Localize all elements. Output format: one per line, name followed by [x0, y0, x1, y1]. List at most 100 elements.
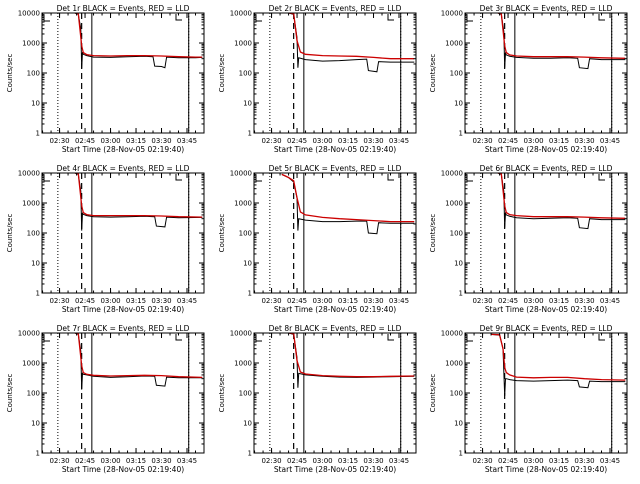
- chart-5-series-events: [281, 173, 415, 235]
- chart-8-title: Det 8r BLACK = Events, RED = LLD: [269, 324, 402, 333]
- chart-6-ylabel: Counts/sec: [429, 214, 437, 253]
- chart-8-ytick-label: 10000: [230, 330, 252, 338]
- chart-6-ytick-label: 1000: [445, 200, 463, 208]
- chart-4-xtick-label: 02:30: [49, 297, 69, 305]
- chart-7-xlabel: Start Time (28-Nov-05 02:19:40): [62, 465, 184, 474]
- chart-9-ytick-label: 100: [450, 390, 463, 398]
- chart-8-frame: [253, 332, 417, 454]
- chart-9-title: Det 9r BLACK = Events, RED = LLD: [480, 324, 613, 333]
- chart-5-xtick-label: 02:30: [261, 297, 281, 305]
- chart-3-series-lld: [497, 13, 626, 59]
- chart-4-ytick-label: 100: [27, 230, 40, 238]
- chart-7-ytick-label: 1: [36, 450, 40, 458]
- chart-2-ytick-label: 10000: [230, 10, 252, 18]
- chart-5-corner-mark-right: [387, 174, 394, 181]
- chart-6-corner-mark-right: [598, 174, 605, 181]
- chart-4-corner-mark: [43, 175, 50, 182]
- chart-3-xtick-label: 03:00: [523, 137, 543, 145]
- chart-8-corner-mark-right: [387, 334, 394, 341]
- chart-2-xtick-label: 02:45: [287, 137, 307, 145]
- chart-1-series-events: [74, 13, 203, 69]
- chart-3-frame: [464, 12, 628, 134]
- chart-4-xlabel: Start Time (28-Nov-05 02:19:40): [62, 305, 184, 314]
- chart-4-xtick-label: 03:30: [151, 297, 171, 305]
- chart-2-series-events: [288, 13, 415, 73]
- chart-6-series-events: [497, 173, 626, 230]
- chart-9-xlabel: Start Time (28-Nov-05 02:19:40): [485, 465, 607, 474]
- chart-4-panel: 1 10 100 1000 10000 02:30 02:45 03:00 03:15 03:30…: [6, 164, 205, 314]
- chart-2-xtick-label: 03:45: [389, 137, 409, 145]
- chart-6-title: Det 6r BLACK = Events, RED = LLD: [480, 164, 613, 173]
- chart-8-ytick-label: 1: [248, 450, 252, 458]
- chart-1-xtick-label: 02:30: [49, 137, 69, 145]
- chart-6-xtick-label: 02:45: [498, 297, 518, 305]
- chart-1-xtick-label: 03:00: [100, 137, 120, 145]
- chart-7-title: Det 7r BLACK = Events, RED = LLD: [57, 324, 190, 333]
- chart-3-series-events: [497, 13, 626, 70]
- chart-4-series-lld: [74, 173, 203, 218]
- chart-7-series-events: [74, 333, 203, 390]
- chart-5-ylabel: Counts/sec: [218, 214, 226, 253]
- chart-4-xtick-label: 03:15: [126, 297, 146, 305]
- chart-8-ytick-label: 1000: [234, 360, 252, 368]
- chart-2-panel: 1 10 100 1000 10000 02:30 02:45 03:00 03:15 03:30…: [218, 4, 417, 154]
- chart-1-xtick-label: 03:30: [151, 137, 171, 145]
- chart-7-xtick-label: 02:30: [49, 457, 69, 465]
- chart-7-xtick-label: 02:45: [75, 457, 95, 465]
- chart-2-xlabel: Start Time (28-Nov-05 02:19:40): [274, 145, 396, 154]
- chart-9-frame: [464, 332, 628, 454]
- chart-4-title: Det 4r BLACK = Events, RED = LLD: [57, 164, 190, 173]
- chart-5-xtick-label: 03:00: [312, 297, 332, 305]
- chart-6-xtick-label: 03:00: [523, 297, 543, 305]
- chart-2-corner-mark: [255, 15, 262, 22]
- chart-8-xtick-label: 03:00: [312, 457, 332, 465]
- chart-3-ytick-label: 10: [454, 100, 463, 108]
- chart-8-corner-mark: [255, 335, 262, 342]
- chart-1-title: Det 1r BLACK = Events, RED = LLD: [57, 4, 190, 13]
- chart-6-ytick-label: 10000: [441, 170, 463, 178]
- chart-2-xtick-label: 02:30: [261, 137, 281, 145]
- chart-9-ytick-label: 10000: [441, 330, 463, 338]
- chart-2-xtick-label: 03:30: [363, 137, 383, 145]
- chart-9-xtick-label: 02:45: [498, 457, 518, 465]
- chart-4-ytick-label: 1000: [22, 200, 40, 208]
- chart-1-xlabel: Start Time (28-Nov-05 02:19:40): [62, 145, 184, 154]
- chart-9-panel: 1 10 100 1000 10000 02:30 02:45 03:00 03:15 03:30…: [429, 324, 628, 474]
- chart-1-corner-mark: [43, 15, 50, 22]
- chart-7-ytick-label: 100: [27, 390, 40, 398]
- chart-2-ytick-label: 1: [248, 130, 252, 138]
- chart-6-ytick-label: 10: [454, 260, 463, 268]
- chart-3-xtick-label: 02:45: [498, 137, 518, 145]
- chart-5-ytick-label: 100: [239, 230, 252, 238]
- chart-8-xtick-label: 03:30: [363, 457, 383, 465]
- chart-5-ytick-label: 10: [243, 260, 252, 268]
- chart-8-ytick-label: 100: [239, 390, 252, 398]
- chart-3-xlabel: Start Time (28-Nov-05 02:19:40): [485, 145, 607, 154]
- chart-1-ytick-label: 10000: [18, 10, 40, 18]
- chart-4-ytick-label: 1: [36, 290, 40, 298]
- chart-8-ytick-label: 10: [243, 420, 252, 428]
- chart-3-ytick-label: 1: [459, 130, 463, 138]
- chart-6-ytick-label: 1: [459, 290, 463, 298]
- chart-8-xtick-label: 02:45: [287, 457, 307, 465]
- chart-5-ytick-label: 1000: [234, 200, 252, 208]
- chart-4-xtick-label: 03:45: [177, 297, 197, 305]
- chart-6-frame: [464, 172, 628, 294]
- chart-4-xtick-label: 02:45: [75, 297, 95, 305]
- chart-6-xtick-label: 03:15: [549, 297, 569, 305]
- chart-1-ytick-label: 10: [31, 100, 40, 108]
- chart-2-frame: [253, 12, 417, 134]
- chart-5-xtick-label: 03:15: [338, 297, 358, 305]
- chart-3-ytick-label: 1000: [445, 40, 463, 48]
- chart-3-ytick-label: 10000: [441, 10, 463, 18]
- chart-3-xtick-label: 03:45: [600, 137, 620, 145]
- chart-3-ytick-label: 100: [450, 70, 463, 78]
- chart-5-ytick-label: 10000: [230, 170, 252, 178]
- chart-6-corner-mark: [466, 175, 473, 182]
- chart-4-series-events: [74, 173, 203, 231]
- chart-8-ylabel: Counts/sec: [218, 374, 226, 413]
- chart-5-corner-mark: [255, 175, 262, 182]
- chart-4-ytick-label: 10000: [18, 170, 40, 178]
